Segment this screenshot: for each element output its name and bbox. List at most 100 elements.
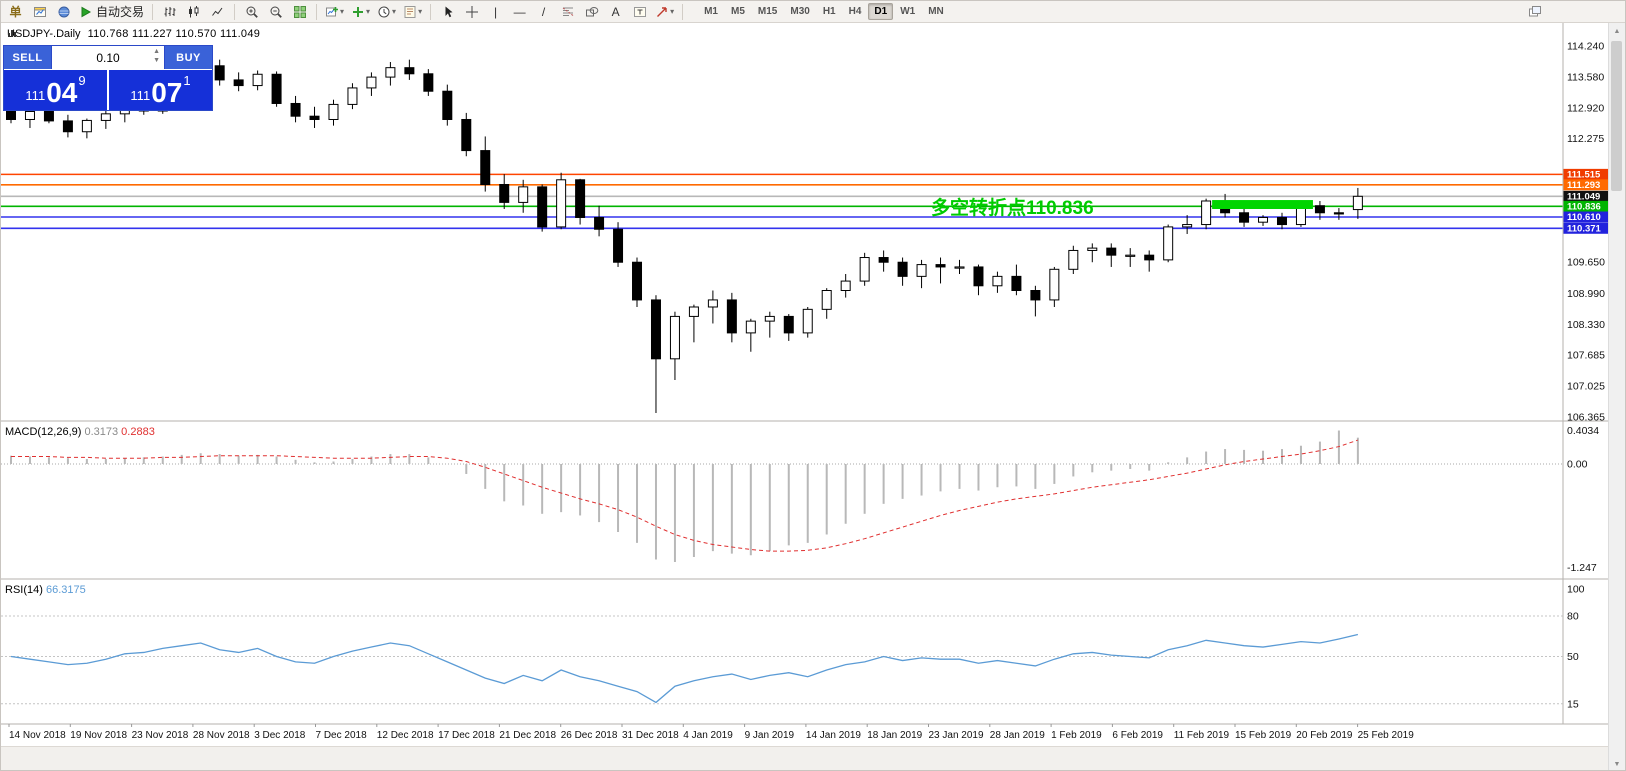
candle-body	[1182, 224, 1193, 228]
lot-increment-icon[interactable]: ▲	[153, 48, 160, 55]
dropdown-arrow-icon: ▾	[418, 7, 423, 16]
price-tag-label: 110.610	[1567, 212, 1601, 223]
price-axis-label: 112.275	[1567, 133, 1604, 145]
bar-chart-mode-button[interactable]	[158, 2, 181, 21]
text-button[interactable]: A	[604, 2, 627, 21]
candle-body	[594, 216, 605, 230]
candle-body	[1239, 212, 1250, 223]
line-chart-mode-button[interactable]	[206, 2, 229, 21]
date-axis-label: 3 Dec 2018	[254, 730, 306, 741]
one-click-trading-panel: SELL 0.10 ▲ ▼ BUY 111 04 9 111 07 1	[3, 45, 213, 111]
candle-body	[688, 306, 699, 317]
scrollbar-thumb[interactable]	[1611, 41, 1622, 191]
candle-body	[252, 73, 263, 87]
navigator-button[interactable]	[52, 2, 75, 21]
candle-body	[1049, 268, 1060, 301]
macd-signal-line	[11, 439, 1359, 552]
date-axis-label: 4 Jan 2019	[683, 730, 733, 741]
tile-windows-button[interactable]	[288, 2, 311, 21]
chart-svg[interactable]: 114.240 113.580 112.920 112.275 109.650 108.9…	[1, 23, 1611, 771]
candle-body	[897, 261, 908, 277]
templates-button[interactable]: ▾	[400, 2, 425, 21]
horizontal-line-icon: —	[513, 4, 526, 19]
timeframe-w1[interactable]: W1	[894, 3, 921, 20]
rsi-line	[10, 633, 1359, 704]
timeframe-d1[interactable]: D1	[868, 3, 894, 20]
tile-icon	[293, 5, 307, 19]
cursor-button[interactable]	[436, 2, 459, 21]
fibonacci-button[interactable]	[556, 2, 579, 21]
candle-body	[499, 184, 510, 203]
new-chart-button[interactable]: ▾	[322, 2, 347, 21]
price-tag	[1563, 211, 1610, 223]
chart-window-button[interactable]	[28, 2, 51, 21]
arrows-button[interactable]: ▾	[652, 2, 677, 21]
price-tag	[1563, 179, 1610, 191]
arrowtool-icon	[655, 5, 669, 19]
timeframe-h4[interactable]: H4	[843, 3, 868, 20]
lot-decrement-icon[interactable]: ▼	[153, 57, 160, 64]
text-label-button[interactable]	[628, 2, 651, 21]
indicators-button[interactable]: ▾	[348, 2, 373, 21]
new-order-icon: 单	[9, 4, 22, 19]
candle-body	[404, 67, 415, 75]
vertical-line-button[interactable]: |	[484, 2, 507, 21]
zoom-in-button[interactable]	[240, 2, 263, 21]
scroll-down-icon[interactable]: ▼	[1613, 760, 1621, 768]
timeframe-m1[interactable]: M1	[698, 3, 724, 20]
lot-spinner[interactable]: ▲ ▼	[151, 47, 162, 65]
bid-price[interactable]: 111 04 9	[4, 70, 107, 110]
rsi-header: RSI(14) 66.3175	[5, 584, 86, 596]
zoomout-icon	[269, 5, 283, 19]
sell-button[interactable]: SELL	[4, 46, 51, 69]
candle-body	[43, 110, 54, 122]
auto-trading-button[interactable]: 自动交易	[76, 2, 147, 21]
timeframe-mn[interactable]: MN	[922, 3, 950, 20]
toolbar-overflow-button[interactable]	[1523, 2, 1546, 21]
periods-button[interactable]: ▾	[374, 2, 399, 21]
main-toolbar: 单 自动交易 ▾ ▾ ▾ ▾ | — / A ▾ M1 M5 M15 M30 H1 H4 D1 W1 MN	[1, 1, 1625, 23]
price-tag-label: 111.515	[1567, 170, 1601, 181]
clock-icon	[377, 5, 391, 19]
timeframe-m30[interactable]: M30	[784, 3, 815, 20]
timeframe-m5[interactable]: M5	[725, 3, 751, 20]
candle-body	[613, 228, 624, 263]
candle-body	[347, 87, 358, 105]
candle-body	[802, 308, 813, 334]
rsi-axis-label: 15	[1567, 698, 1579, 710]
price-zone-highlight[interactable]	[1212, 200, 1313, 210]
zoom-out-button[interactable]	[264, 2, 287, 21]
candle-body	[783, 315, 794, 334]
horizontal-line-button[interactable]: —	[508, 2, 531, 21]
candle-body	[271, 73, 282, 104]
price-tag	[1563, 200, 1610, 212]
timeframe-group: M1 M5 M15 M30 H1 H4 D1 W1 MN	[698, 3, 950, 20]
shapes-button[interactable]	[580, 2, 603, 21]
pivot-annotation-text[interactable]: 多空转折点110.836	[931, 198, 1094, 219]
buy-button[interactable]: BUY	[165, 46, 212, 69]
timeframe-m15[interactable]: M15	[752, 3, 783, 20]
timeframe-h1[interactable]: H1	[817, 3, 842, 20]
lot-size-field[interactable]: 0.10 ▲ ▼	[51, 46, 165, 69]
bid-point: 9	[78, 73, 86, 88]
bid-pips: 04	[46, 77, 78, 109]
scroll-up-icon[interactable]: ▲	[1613, 27, 1621, 35]
toolbar-separator	[234, 3, 236, 20]
toolbar-separator	[316, 3, 318, 20]
dropdown-arrow-icon: ▾	[340, 7, 345, 16]
date-axis-label: 19 Nov 2018	[70, 730, 127, 741]
candle-body	[537, 186, 548, 228]
candle-body	[423, 73, 434, 92]
trendline-button[interactable]: /	[532, 2, 555, 21]
vertical-line-icon: |	[494, 4, 498, 19]
candle-body	[859, 257, 870, 282]
ask-price[interactable]: 111 07 1	[109, 70, 212, 110]
new-order-button[interactable]: 单	[4, 2, 27, 21]
toolbar-separator	[430, 3, 432, 20]
vertical-scrollbar[interactable]: ▲ ▼	[1608, 23, 1625, 770]
price-tag	[1563, 190, 1610, 202]
date-axis-label: 26 Dec 2018	[561, 730, 618, 741]
candlestick-mode-button[interactable]	[182, 2, 205, 21]
candle-body	[1258, 216, 1269, 223]
crosshair-button[interactable]	[460, 2, 483, 21]
